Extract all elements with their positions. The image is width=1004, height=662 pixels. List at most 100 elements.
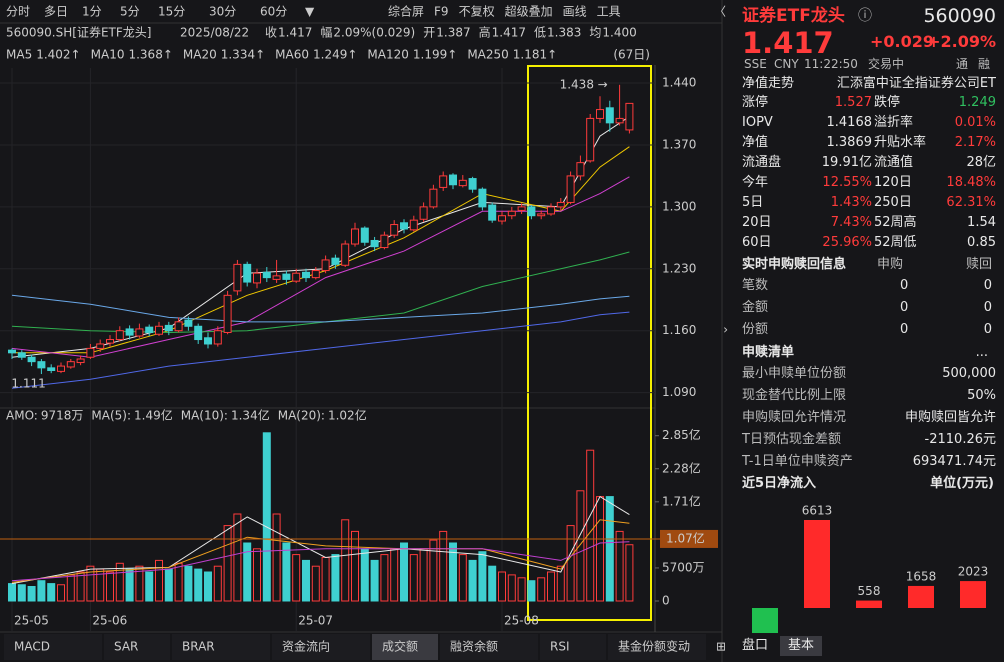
- volume-bar: [488, 565, 497, 602]
- stat-row: 净值 1.3869 升贴水率 2.17%: [740, 133, 996, 153]
- tool-button[interactable]: 画线: [563, 5, 587, 19]
- label: 申购赎回允许情况: [742, 410, 847, 425]
- period-tab[interactable]: 1分: [82, 5, 102, 19]
- period-tab[interactable]: 分时: [6, 5, 30, 19]
- collapse-icon[interactable]: ›: [723, 323, 728, 337]
- volume-bar: [625, 544, 634, 602]
- volume-bar: [174, 562, 183, 602]
- candle-body: [174, 321, 183, 332]
- volume-legend-value: 1.02亿: [328, 408, 367, 423]
- tool-button[interactable]: 工具: [597, 5, 621, 19]
- period-tab[interactable]: 多日: [44, 5, 68, 19]
- realtime-header: 实时申购赎回信息 申购 赎回: [740, 255, 996, 275]
- volume-bar: [184, 565, 193, 602]
- more[interactable]: ...: [975, 345, 988, 360]
- candle-body: [76, 358, 85, 364]
- candle-body: [527, 206, 536, 217]
- volume-bar: [419, 548, 428, 602]
- date: 2025/08/22: [180, 26, 249, 40]
- stat-value: 12.55%: [822, 175, 872, 190]
- candle-body: [351, 228, 359, 245]
- period-tab[interactable]: 60分: [260, 5, 287, 19]
- volume-marker-label: 1.07亿: [666, 530, 705, 545]
- volume-bar: [47, 583, 56, 602]
- bottom-tab[interactable]: BRAR: [182, 640, 215, 654]
- bottom-tab[interactable]: MACD: [14, 640, 50, 654]
- candle-body: [625, 102, 634, 131]
- bottom-tab[interactable]: SAR: [114, 640, 138, 654]
- stat-label: 流通盘: [742, 155, 782, 170]
- bottom-tab[interactable]: RSI: [550, 640, 570, 654]
- candle-body: [282, 273, 291, 280]
- info-key: 高: [479, 25, 491, 40]
- x-tick-label: 25-06: [92, 614, 127, 628]
- panel-tab[interactable]: 盘口: [742, 638, 769, 653]
- value: 0: [900, 278, 909, 293]
- candle-body: [547, 206, 555, 215]
- volume-legend-value: 1.49亿: [134, 408, 173, 423]
- stat-value: 1.4168: [826, 115, 873, 130]
- volume-ma-line: [11, 519, 630, 583]
- quote-price: 1.417 +0.029 +2.09%: [740, 28, 996, 60]
- col-head: 申购: [877, 257, 904, 272]
- value: 0: [983, 322, 992, 337]
- candle-body: [498, 215, 506, 222]
- bottom-tab[interactable]: 基金份额变动: [618, 639, 690, 654]
- bottom-tab[interactable]: 融资余额: [450, 639, 498, 654]
- candle-body: [155, 325, 163, 335]
- candle-body: [400, 222, 408, 230]
- volume-bar: [302, 559, 310, 602]
- volume-bar: [576, 490, 585, 602]
- bottom-tab[interactable]: 成交额: [382, 639, 418, 654]
- collapse-icon[interactable]: 〈: [714, 5, 726, 19]
- ma-line: [11, 311, 630, 389]
- volume-bar: [76, 571, 85, 602]
- volume-bar: [409, 554, 418, 602]
- info-value: 1.400: [602, 26, 636, 40]
- change: +0.029: [870, 32, 935, 51]
- volume-bar: [282, 542, 291, 602]
- volume-bar: [106, 571, 114, 602]
- stat-label: 升贴水率: [874, 135, 927, 150]
- candle-body: [517, 206, 526, 211]
- panel-tab[interactable]: 基本: [780, 636, 823, 656]
- add-tab[interactable]: ⊞: [716, 640, 726, 654]
- tool-button[interactable]: 不复权: [459, 5, 495, 19]
- candle-body: [468, 178, 477, 190]
- stat-row: IOPV 1.4168 溢折率 0.01%: [740, 113, 996, 133]
- meta: 交易中: [868, 57, 905, 71]
- volume-legend-key: MA(20):: [278, 409, 325, 423]
- ma-name: MA20: [183, 48, 217, 62]
- volume-bar: [517, 577, 526, 602]
- candle-body: [262, 271, 271, 279]
- candle-body: [331, 257, 340, 265]
- meta: CNY: [774, 57, 799, 71]
- realtime-row: 笔数 0 0: [740, 276, 996, 296]
- ma-name: MA5: [6, 48, 32, 62]
- tool-button[interactable]: 综合屏: [388, 4, 424, 19]
- volume-bar: [507, 574, 516, 602]
- info-key: 低: [534, 26, 546, 40]
- volume-bar: [262, 432, 271, 602]
- stat-label: 52周高: [874, 215, 917, 230]
- period-tab[interactable]: 5分: [120, 5, 140, 19]
- volume-bar: [400, 542, 408, 602]
- bottom-tab[interactable]: 资金流向: [282, 639, 330, 654]
- stat-row: 5日 1.43% 250日 62.31%: [740, 193, 996, 213]
- tool-button[interactable]: 超级叠加: [505, 4, 553, 19]
- info-value: 1.383: [547, 26, 581, 40]
- candle-body: [360, 227, 369, 243]
- candle-body: [27, 356, 36, 363]
- period-tab[interactable]: 15分: [158, 5, 185, 19]
- y-tick-label: 1.71亿: [662, 493, 701, 508]
- stat-label: 溢折率: [874, 115, 914, 130]
- stat-row: 今年 12.55% 120日 18.48%: [740, 173, 996, 193]
- candle-body: [596, 109, 604, 119]
- period-tab[interactable]: 30分: [209, 5, 236, 19]
- volume-bar: [115, 562, 124, 602]
- info-value: 1.417: [278, 26, 312, 40]
- candle-body: [390, 224, 399, 236]
- info-value: 1.387: [436, 26, 470, 40]
- volume-bar: [615, 530, 624, 602]
- tool-button[interactable]: F9: [434, 5, 449, 19]
